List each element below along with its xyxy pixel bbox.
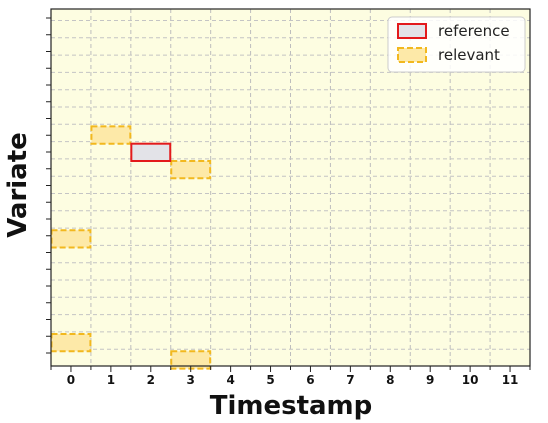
- legend-label-reference: reference: [438, 22, 510, 40]
- legend-label-relevant: relevant: [438, 46, 500, 64]
- x-tick-label: 0: [67, 373, 75, 387]
- x-tick-label: 8: [386, 373, 394, 387]
- legend-swatch-relevant: [397, 47, 427, 63]
- legend-swatch-reference: [397, 23, 427, 39]
- x-tick-label: 2: [147, 373, 155, 387]
- cell-relevant: [50, 229, 92, 249]
- x-tick-label: 7: [346, 373, 354, 387]
- x-tick-label: 9: [426, 373, 434, 387]
- cell-relevant: [170, 160, 212, 180]
- x-tick-label: 3: [187, 373, 195, 387]
- x-tick-label: 6: [306, 373, 314, 387]
- cell-reference: [130, 142, 172, 162]
- x-tick-label: 1: [107, 373, 115, 387]
- legend: reference relevant: [387, 16, 526, 73]
- axes: 0 1 2 3 4 5 6 7 8 9 10 11: [46, 8, 531, 387]
- y-axis-title: Variate: [3, 132, 33, 238]
- cell-relevant: [50, 333, 92, 353]
- x-tick-label: 4: [226, 373, 234, 387]
- cell-relevant: [90, 125, 132, 145]
- x-tick-label: 11: [502, 373, 519, 387]
- x-axis-title: Timestamp: [210, 391, 373, 421]
- x-tick-label: 10: [462, 373, 479, 387]
- x-tick-label: 5: [266, 373, 274, 387]
